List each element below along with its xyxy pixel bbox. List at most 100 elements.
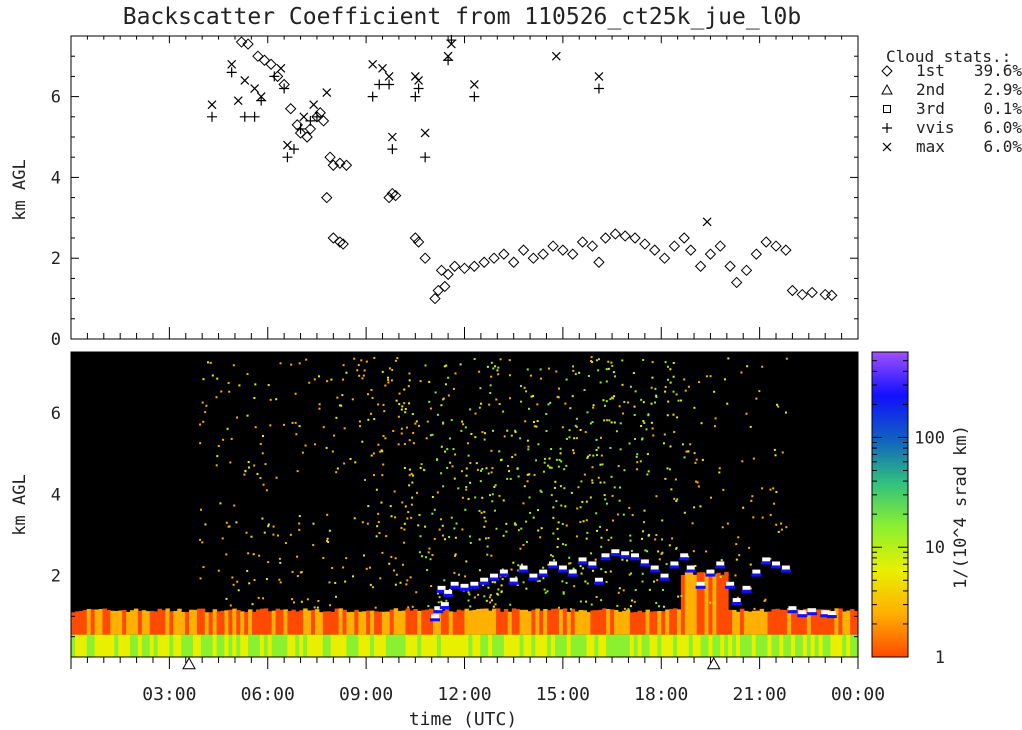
heatmap-cell	[483, 595, 486, 598]
heatmap-cell	[490, 361, 493, 364]
heatmap-cell	[196, 608, 202, 635]
heatmap-cell	[562, 543, 565, 546]
heatmap-cell	[675, 546, 678, 549]
heatmap-cell	[415, 420, 418, 423]
heatmap-cell	[547, 367, 550, 370]
heatmap-cell	[502, 410, 505, 413]
heatmap-cell	[505, 530, 508, 533]
heatmap-cell	[250, 535, 253, 538]
heatmap-cell	[590, 552, 593, 555]
heatmap-cell	[126, 612, 131, 635]
heatmap-cell	[846, 634, 851, 657]
heatmap-cell	[743, 634, 749, 657]
heatmap-cell	[561, 580, 564, 583]
heatmap-cell	[338, 608, 344, 635]
heatmap-cloud-cell	[695, 585, 706, 589]
heatmap-cell	[488, 596, 491, 599]
heatmap-cell	[779, 609, 784, 635]
heatmap-cell	[336, 467, 339, 470]
heatmap-cell	[607, 539, 610, 542]
heatmap-cell	[692, 593, 695, 596]
heatmap-cell	[749, 425, 752, 428]
heatmap-cell	[646, 550, 649, 553]
heatmap-cell	[572, 568, 575, 571]
heatmap-cell	[591, 481, 594, 484]
heatmap-cloud-cell	[498, 573, 509, 577]
heatmap-cell	[600, 536, 603, 539]
heatmap-cell	[404, 411, 407, 414]
heatmap-cell	[752, 457, 755, 460]
heatmap-cell	[689, 443, 692, 446]
heatmap-cell	[440, 404, 443, 407]
heatmap-cell	[542, 470, 545, 473]
heatmap-cell	[383, 410, 386, 413]
heatmap-cloud-cell	[601, 553, 610, 558]
heatmap-cell	[795, 634, 800, 657]
point-1st	[419, 252, 431, 264]
heatmap-cell	[834, 634, 839, 657]
heatmap-cell	[443, 365, 446, 368]
heatmap-cell	[464, 575, 467, 578]
heatmap-cell	[401, 501, 404, 504]
heatmap-cell	[683, 378, 686, 381]
heatmap-cell	[267, 611, 273, 635]
point-1st	[340, 159, 353, 171]
heatmap-cell	[359, 425, 362, 428]
heatmap-cell	[411, 413, 414, 416]
colorbar-scale	[871, 351, 909, 658]
point-vvis	[387, 144, 398, 155]
heatmap-cell	[597, 476, 600, 479]
heatmap-cell	[442, 421, 445, 424]
heatmap-cell	[400, 432, 403, 435]
heatmap-cell	[298, 425, 301, 428]
point-vvis	[410, 91, 421, 102]
heatmap-cell	[408, 484, 411, 487]
heatmap-cell	[591, 479, 594, 482]
heatmap-cell	[791, 634, 796, 657]
heatmap-cell	[298, 528, 301, 531]
heatmap-cell	[192, 609, 198, 635]
point-1st	[599, 232, 612, 244]
point-max	[378, 63, 387, 73]
heatmap-cell	[574, 373, 577, 376]
heatmap-cell	[248, 634, 253, 657]
heatmap-cell	[830, 634, 835, 657]
heatmap-cell	[366, 522, 369, 525]
heatmap-cell	[130, 610, 135, 635]
heatmap-cell	[629, 385, 632, 388]
heatmap-cell	[502, 534, 505, 537]
heatmap-cell	[361, 521, 364, 524]
heatmap-cell	[610, 634, 615, 657]
heatmap-cell	[506, 429, 509, 432]
heatmap-cell	[443, 579, 446, 582]
heatmap-cell	[559, 447, 562, 450]
heatmap-cell	[363, 554, 366, 557]
heatmap-cell	[141, 610, 147, 635]
heatmap-cell	[445, 364, 448, 367]
point-1st	[609, 228, 622, 240]
heatmap-cell	[252, 634, 257, 657]
top-y-axis-label: km AGL	[10, 159, 30, 220]
heatmap-cell	[328, 529, 331, 532]
heatmap-cell	[596, 529, 599, 532]
heatmap-cell	[716, 572, 721, 635]
heatmap-cell	[459, 363, 462, 366]
day-marker	[182, 656, 196, 670]
x-tick-label: 06:00	[241, 684, 295, 705]
heatmap-cell	[428, 400, 431, 403]
heatmap-cell	[599, 436, 602, 439]
heatmap-cell	[221, 537, 224, 540]
heatmap-cell	[431, 512, 434, 515]
heatmap-cell	[215, 396, 218, 399]
heatmap-cell	[767, 634, 772, 657]
heatmap-cell	[493, 509, 496, 512]
heatmap-cell	[539, 634, 544, 657]
point-1st	[314, 107, 326, 119]
heatmap-cell	[684, 572, 690, 635]
heatmap-cell	[724, 571, 729, 635]
heatmap-cell	[380, 449, 383, 452]
heatmap-cloud-cell	[578, 557, 587, 562]
heatmap-cell	[779, 634, 784, 657]
heatmap-cell	[472, 609, 477, 635]
heatmap-cell	[442, 485, 445, 488]
